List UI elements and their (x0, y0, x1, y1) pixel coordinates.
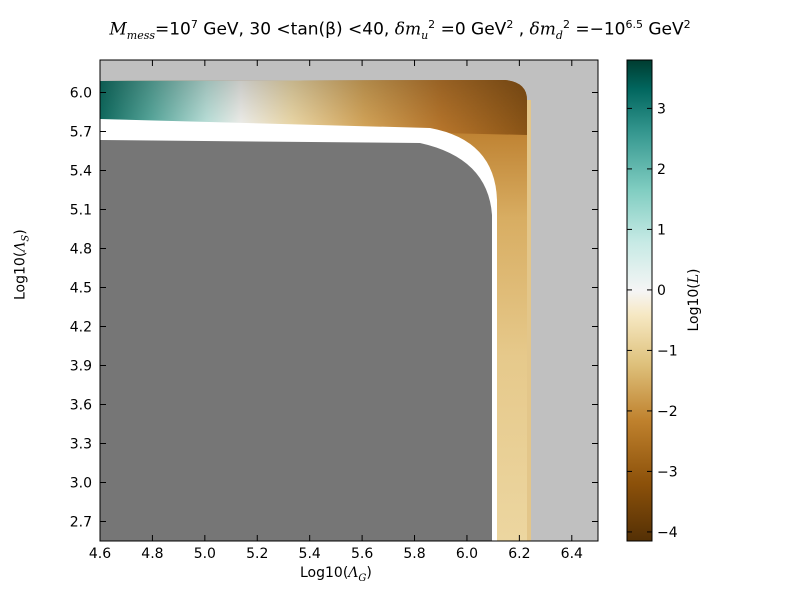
band-right-edge (527, 100, 531, 541)
colorbar-label: Log10(L) (686, 268, 702, 332)
x-tick-label: 5.0 (194, 546, 216, 562)
y-tick-label: 3.0 (70, 476, 92, 492)
colorbar (626, 59, 653, 542)
x-tick-label: 6.2 (508, 546, 530, 562)
excluded-region (100, 140, 492, 541)
y-tick-label: 3.9 (70, 359, 92, 375)
x-axis-ticks: 4.6 4.8 5.0 5.2 5.4 5.6 5.8 6.0 6.2 6.4 (89, 60, 583, 562)
colorbar-tick-label: 2 (657, 162, 666, 178)
x-tick-label: 6.4 (561, 546, 583, 562)
chart-title: Mmess=107 GeV, 30 <tan(β) <40, δmu2 =0 G… (109, 18, 691, 43)
heatmap-area (100, 60, 598, 541)
y-tick-label: 4.8 (70, 242, 92, 258)
x-tick-label: 5.6 (351, 546, 373, 562)
y-tick-label: 3.3 (70, 437, 92, 453)
colorbar-tick-label: −2 (657, 404, 678, 420)
y-tick-label: 4.2 (70, 320, 92, 336)
y-tick-label: 3.6 (70, 398, 92, 414)
colorbar-ticks: −4 −3 −2 −1 0 1 2 3 (627, 101, 678, 541)
x-tick-label: 5.8 (403, 546, 425, 562)
x-tick-label: 4.8 (141, 546, 163, 562)
y-axis-ticks: 2.7 3.0 3.3 3.6 3.9 4.2 4.5 4.8 5.1 5.4 5.7 6.0 (70, 86, 598, 531)
y-tick-label: 4.5 (70, 281, 92, 297)
colorbar-tick-label: 1 (657, 222, 666, 238)
y-axis-label: Log10(ΛS) (12, 229, 32, 300)
y-tick-label: 6.0 (70, 86, 92, 102)
x-tick-label: 6.0 (456, 546, 478, 562)
x-tick-label: 5.2 (246, 546, 268, 562)
colorbar-tick-label: −4 (657, 525, 678, 541)
y-tick-label: 2.7 (70, 515, 92, 531)
y-tick-label: 5.1 (70, 203, 92, 219)
x-tick-label: 5.4 (299, 546, 321, 562)
y-tick-label: 5.4 (70, 164, 92, 180)
colorbar-tick-label: 0 (657, 283, 666, 299)
colorbar-tick-label: −3 (657, 464, 678, 480)
colorbar-tick-label: 3 (657, 101, 666, 117)
colorbar-tick-label: −1 (657, 343, 678, 359)
y-tick-label: 5.7 (70, 125, 92, 141)
x-axis-label: Log10(ΛG) (300, 565, 372, 584)
plot-frame (99, 59, 599, 542)
x-tick-label: 4.6 (89, 546, 111, 562)
